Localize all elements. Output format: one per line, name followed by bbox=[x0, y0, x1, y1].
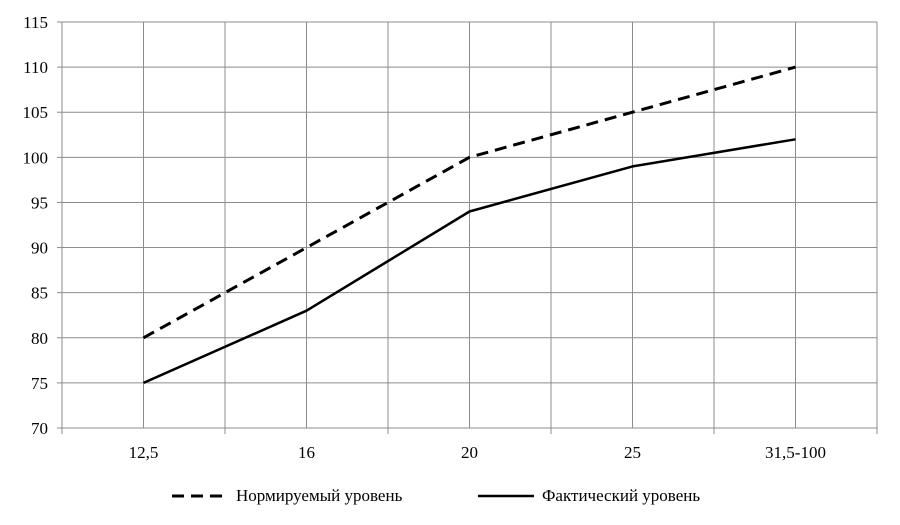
x-tick-labels: 12,5 16 20 25 31,5-100 bbox=[129, 443, 826, 462]
axes bbox=[57, 21, 878, 434]
legend-item-actual: Фактический уровень bbox=[478, 478, 700, 514]
y-tick-label-90: 90 bbox=[31, 239, 48, 258]
x-tick-label-4: 31,5-100 bbox=[765, 443, 826, 462]
y-tick-labels: 70 75 80 85 90 95 100 105 110 115 bbox=[23, 13, 49, 438]
legend-label-actual: Фактический уровень bbox=[542, 486, 701, 505]
y-tick-label-105: 105 bbox=[23, 103, 49, 122]
x-tick-label-2: 20 bbox=[461, 443, 478, 462]
legend-item-normative: Нормируемый уровень bbox=[172, 478, 402, 514]
legend-solid-line-swatch bbox=[478, 494, 534, 498]
x-tick-label-0: 12,5 bbox=[129, 443, 159, 462]
x-tick-label-1: 16 bbox=[298, 443, 315, 462]
y-tick-label-110: 110 bbox=[23, 58, 48, 77]
legend-label-normative: Нормируемый уровень bbox=[236, 486, 403, 505]
y-tick-label-100: 100 bbox=[23, 148, 49, 167]
y-tick-label-80: 80 bbox=[31, 329, 48, 348]
grid bbox=[62, 21, 878, 428]
legend-dashed-line-swatch bbox=[172, 494, 228, 498]
y-tick-label-75: 75 bbox=[31, 374, 48, 393]
line-chart: 70 75 80 85 90 95 100 105 110 115 12,5 16 20 25 31,5-… bbox=[23, 13, 878, 462]
y-tick-label-115: 115 bbox=[23, 13, 48, 32]
legend: Нормируемый уровень Фактический уровень bbox=[0, 478, 900, 514]
y-tick-label-70: 70 bbox=[31, 419, 48, 438]
series-lines bbox=[142, 65, 796, 385]
y-tick-label-95: 95 bbox=[31, 193, 48, 212]
y-tick-label-85: 85 bbox=[31, 284, 48, 303]
x-tick-label-3: 25 bbox=[624, 443, 641, 462]
